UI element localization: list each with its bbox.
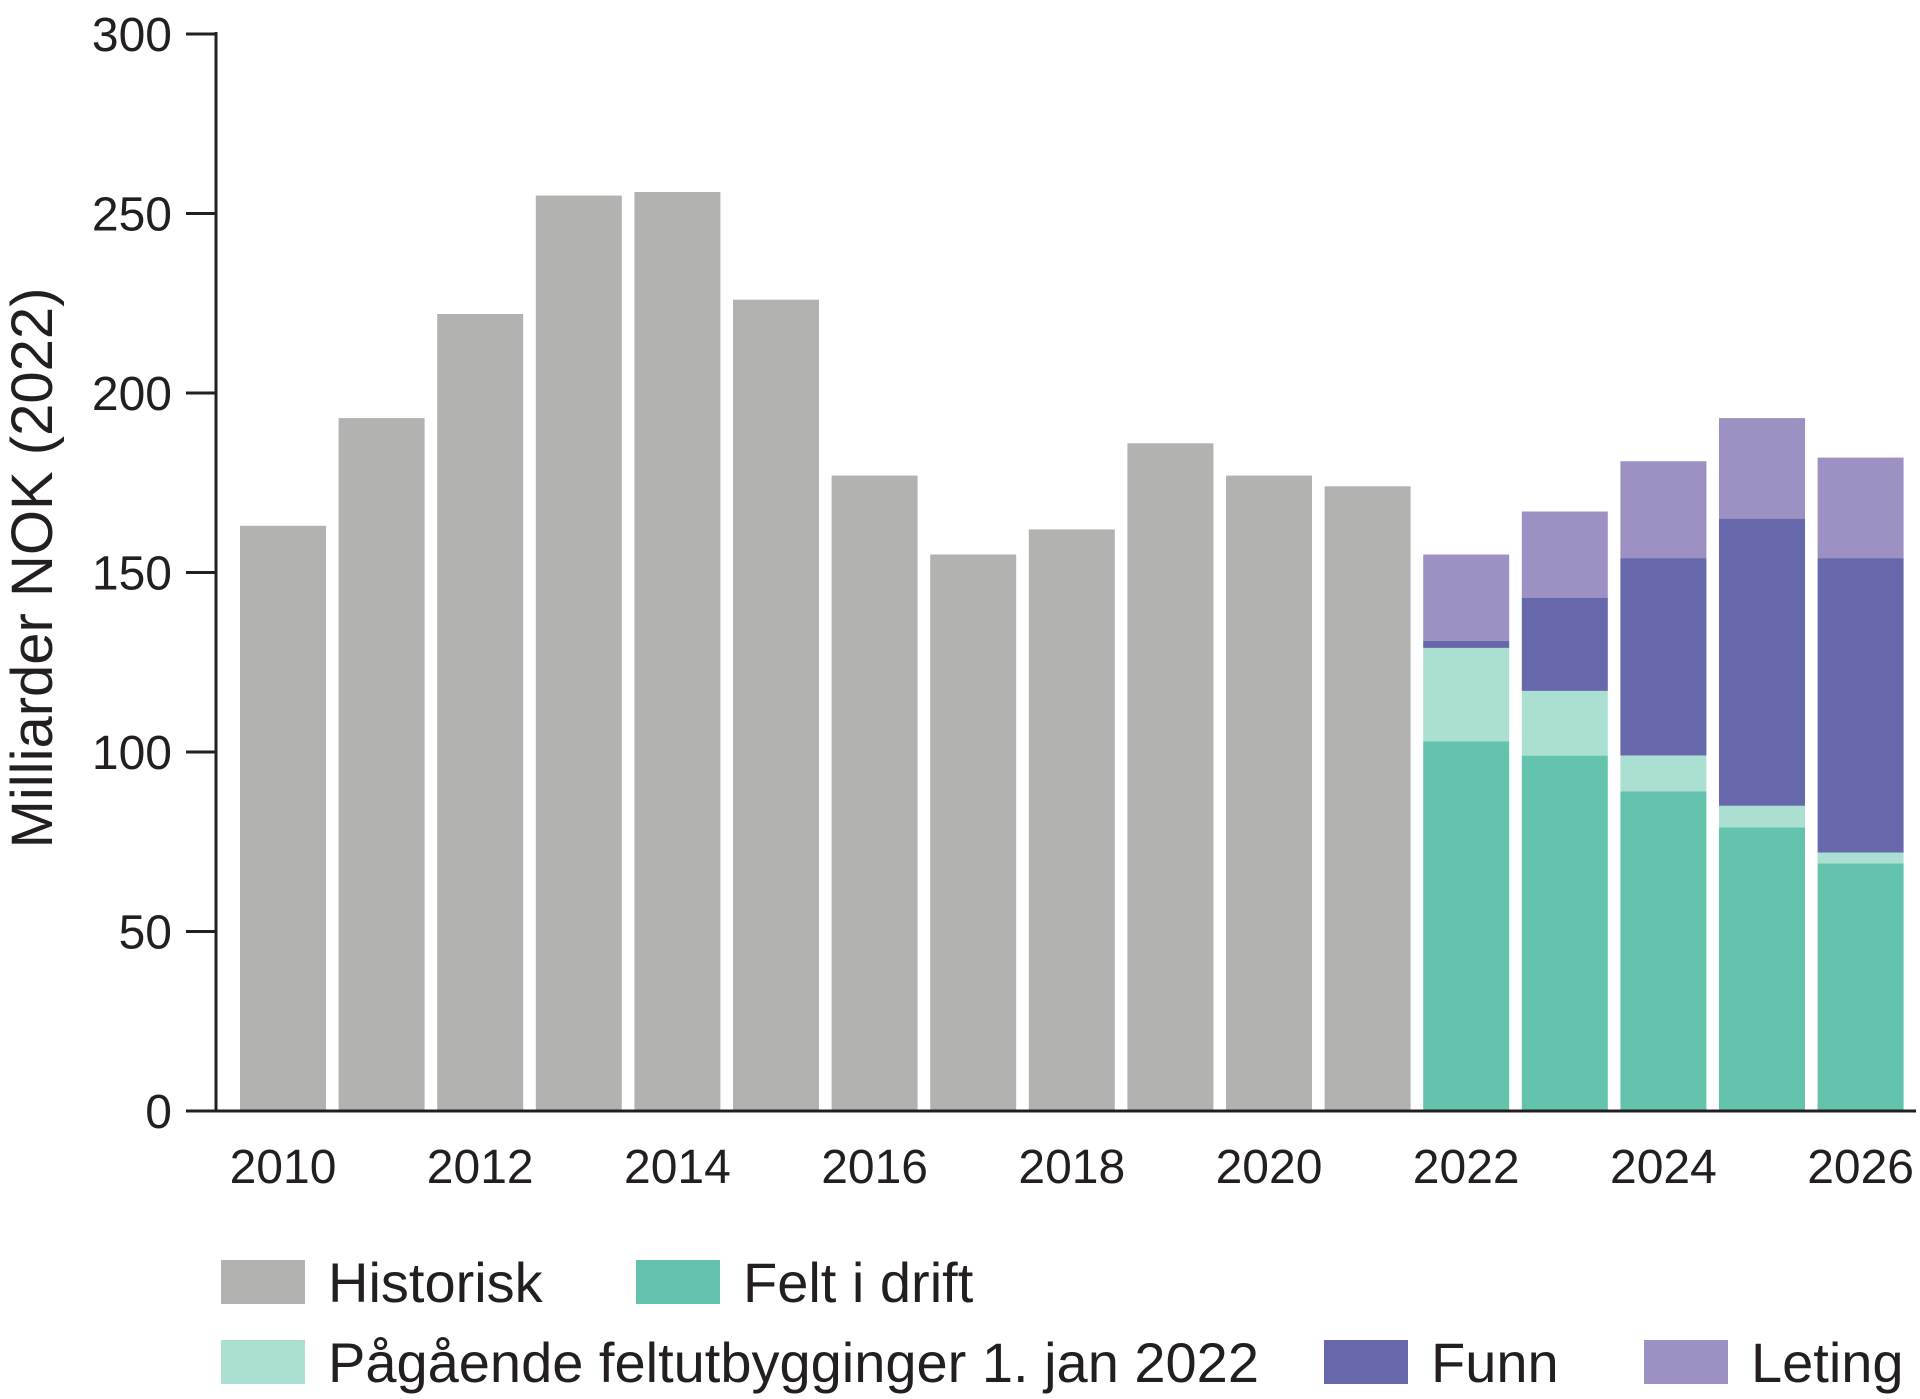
- legend-swatch-1-2: [1644, 1340, 1728, 1384]
- x-tick-label-2010: 2010: [230, 1141, 337, 1194]
- y-tick-label-100: 100: [92, 727, 172, 780]
- y-tick-label-300: 300: [92, 9, 172, 62]
- axes-group: 0 50 100 150 200 250 300 2010 2012 2014 2016 2018 20…: [92, 9, 1916, 1194]
- y-tick-label-50: 50: [119, 907, 172, 960]
- bar-2021-series-0: [1324, 486, 1411, 1111]
- bar-2011-series-0: [338, 418, 425, 1112]
- x-tick-label-2012: 2012: [427, 1141, 534, 1194]
- bar-2024-series-2: [1620, 755, 1707, 792]
- x-tick-label-2026: 2026: [1807, 1141, 1914, 1194]
- bar-2026-series-2: [1817, 852, 1904, 864]
- bar-2024-series-4: [1620, 461, 1707, 559]
- legend-label-1-1: Funn: [1431, 1331, 1559, 1394]
- y-axis-title: Milliarder NOK (2022): [0, 288, 65, 849]
- bar-2022-series-4: [1423, 554, 1510, 641]
- bar-2023-series-4: [1521, 511, 1608, 598]
- legend-swatch-0-0: [221, 1260, 305, 1304]
- bar-2017-series-0: [930, 554, 1017, 1111]
- bar-2025-series-2: [1719, 805, 1805, 828]
- y-tick-label-200: 200: [92, 368, 172, 421]
- legend-swatch-0-1: [636, 1260, 720, 1304]
- bar-2026-series-1: [1817, 863, 1904, 1111]
- legend-swatch-1-1: [1324, 1340, 1408, 1384]
- legend-label-1-2: Leting: [1751, 1331, 1904, 1394]
- x-tick-label-2024: 2024: [1610, 1141, 1717, 1194]
- bar-2022-series-1: [1423, 741, 1510, 1111]
- x-tick-label-2020: 2020: [1216, 1141, 1323, 1194]
- bar-2022-series-3: [1423, 640, 1510, 648]
- bar-2026-series-4: [1817, 457, 1904, 559]
- bar-2025-series-1: [1719, 827, 1805, 1111]
- legend-label-0-0: Historisk: [328, 1251, 544, 1314]
- x-tick-label-2022: 2022: [1413, 1141, 1520, 1194]
- bar-2019-series-0: [1127, 443, 1214, 1111]
- bar-2025-series-4: [1719, 418, 1805, 519]
- bar-2023-series-2: [1521, 691, 1608, 756]
- bar-2010-series-0: [240, 525, 326, 1111]
- bar-2026-series-3: [1817, 558, 1904, 853]
- legend-swatch-1-0: [221, 1340, 305, 1384]
- legend: Historisk Felt i drift Pågående feltutbygg…: [221, 1251, 1904, 1394]
- y-tick-label-150: 150: [92, 548, 172, 601]
- bar-2023-series-1: [1521, 755, 1608, 1111]
- x-tick-label-2018: 2018: [1018, 1141, 1125, 1194]
- bar-2018-series-0: [1028, 529, 1115, 1111]
- y-tick-label-0: 0: [145, 1086, 172, 1139]
- x-tick-label-2016: 2016: [821, 1141, 928, 1194]
- bars-group: [240, 192, 1904, 1112]
- bar-2024-series-1: [1620, 791, 1707, 1111]
- y-tick-label-250: 250: [92, 189, 172, 242]
- bar-2014-series-0: [634, 192, 721, 1111]
- bar-2023-series-3: [1521, 597, 1608, 691]
- legend-label-1-0: Pågående feltutbygginger 1. jan 2022: [328, 1331, 1259, 1394]
- bar-2020-series-0: [1226, 475, 1312, 1112]
- bar-2022-series-2: [1423, 647, 1510, 742]
- bar-2015-series-0: [733, 299, 819, 1111]
- bar-2013-series-0: [535, 195, 622, 1112]
- bar-2012-series-0: [437, 314, 524, 1111]
- bar-2025-series-3: [1719, 518, 1805, 806]
- legend-label-0-1: Felt i drift: [743, 1251, 974, 1314]
- x-tick-label-2014: 2014: [624, 1141, 731, 1194]
- bar-2024-series-3: [1620, 558, 1707, 756]
- bar-2016-series-0: [831, 475, 918, 1112]
